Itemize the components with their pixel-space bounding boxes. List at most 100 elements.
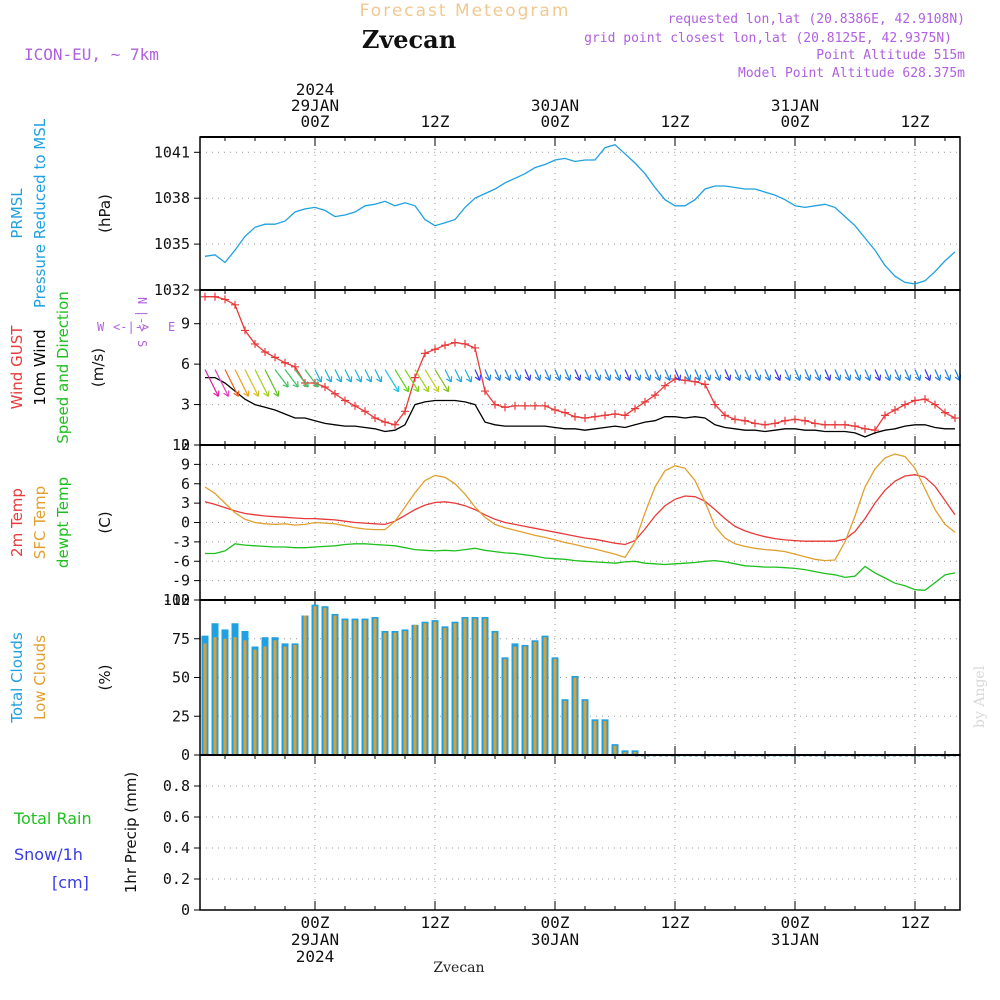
low-cloud-bar	[473, 618, 477, 755]
wind-arrow	[294, 369, 309, 388]
wind-arrow	[414, 369, 430, 393]
model-point-altitude: Model Point Altitude 628.375m	[738, 66, 965, 81]
y-tick-label: 6	[181, 355, 190, 373]
wind-arrow-head	[584, 374, 592, 381]
wind-arrow-head	[253, 390, 260, 397]
gust-point	[331, 389, 339, 398]
gust-point	[931, 400, 939, 409]
gust-point	[541, 401, 549, 410]
gust-point	[801, 416, 809, 425]
low-cloud-bar	[453, 623, 457, 755]
gust-point	[291, 362, 299, 371]
wind-arrow-head	[316, 376, 323, 383]
gust-point	[661, 381, 669, 390]
panel-unit: (hPa)	[96, 194, 114, 233]
panel-label: Total Rain	[13, 809, 92, 828]
gust-point	[401, 407, 409, 416]
gust-point	[831, 420, 839, 429]
wind-arrow	[524, 369, 531, 381]
wind-arrow	[854, 369, 861, 381]
wind-arrow-head	[312, 381, 319, 388]
location-name: Zvecan	[362, 25, 456, 54]
panel-frame	[199, 289, 961, 446]
y-tick-label: 100	[163, 591, 190, 609]
requested-coords: requested lon,lat (20.8386E, 42.9108N)	[668, 12, 965, 27]
low-cloud-bar	[303, 615, 307, 755]
wind-arrow-head	[443, 385, 450, 393]
wind-arrow-head	[814, 374, 822, 381]
wind-arrow-head	[874, 374, 882, 381]
wind-arrow	[364, 369, 372, 383]
gust-point	[531, 401, 539, 410]
wind-arrow	[354, 369, 362, 383]
panel-label: [cm]	[52, 873, 89, 892]
wind-arrow-head	[594, 374, 602, 381]
wind-arrow	[764, 369, 771, 381]
wind-arrow	[864, 369, 871, 381]
y-tick-label: 9	[181, 315, 190, 333]
wind-arrow	[744, 369, 751, 381]
wind-arrow	[624, 369, 631, 381]
wind-arrow	[904, 369, 911, 381]
panel-label: Wind GUST	[8, 325, 26, 410]
wind-arrow-head	[924, 374, 932, 381]
wind-arrow	[304, 369, 319, 388]
wind-arrow-head	[944, 374, 952, 381]
wind-arrow	[914, 369, 921, 381]
wind-arrow	[504, 369, 511, 381]
wind-arrow	[824, 369, 831, 381]
wind-arrow-head	[774, 374, 782, 381]
wind-arrow-head	[456, 376, 463, 383]
gust-point	[281, 358, 289, 367]
wind-arrow-head	[263, 390, 270, 397]
low-cloud-bar	[513, 646, 517, 755]
panel-label: 2m Temp	[8, 488, 26, 557]
bottom-time-label: 31JAN	[771, 930, 819, 949]
wind-arrow-head	[734, 374, 742, 381]
gust-point	[361, 407, 369, 416]
wind-arrow-head	[824, 374, 832, 381]
wind-arrow	[394, 369, 410, 393]
gust-point	[341, 396, 349, 405]
wind-arrow-head	[914, 374, 922, 381]
low-cloud-bar	[373, 618, 377, 755]
panel-unit: (%)	[96, 665, 114, 691]
low-cloud-bar	[593, 720, 597, 755]
gust-point	[261, 348, 269, 356]
y-tick-label: 1032	[154, 281, 190, 299]
y-tick-label: 3	[181, 396, 190, 414]
gust-point	[721, 411, 729, 420]
panel-label: SFC Temp	[31, 486, 49, 559]
panel-label: dewpt Temp	[54, 477, 72, 568]
wind-arrow-head	[784, 374, 792, 381]
series-line-2m-temp	[204, 474, 956, 546]
gust-point	[881, 411, 889, 420]
compass-ew: <-|->	[113, 320, 149, 334]
wind-arrow	[684, 369, 691, 381]
gust-point	[691, 377, 699, 386]
gust-point	[701, 380, 709, 389]
wind-arrow	[214, 369, 229, 397]
wind-arrow	[804, 369, 811, 381]
gust-point	[351, 401, 359, 410]
top-time-label: 2024	[296, 80, 335, 99]
gust-point	[221, 295, 229, 304]
gust-point	[841, 420, 849, 429]
top-time-label: 00Z	[781, 112, 810, 131]
wind-arrow	[344, 369, 352, 383]
low-cloud-bar	[333, 615, 337, 755]
grid-point-coords: grid point closest lon,lat (20.8125E, 42…	[584, 31, 952, 46]
wind-arrow	[704, 369, 711, 381]
wind-arrow	[774, 369, 781, 381]
low-cloud-bar	[433, 621, 437, 755]
wind-arrow-head	[664, 374, 672, 381]
low-cloud-bar	[423, 623, 427, 755]
wind-arrow-head	[366, 376, 373, 383]
gust-point	[211, 292, 219, 301]
gust-point	[851, 422, 859, 431]
gust-point	[781, 416, 789, 425]
wind-arrow	[474, 369, 481, 381]
gust-point	[641, 397, 649, 406]
gust-point	[481, 387, 489, 396]
wind-arrow	[554, 369, 561, 381]
